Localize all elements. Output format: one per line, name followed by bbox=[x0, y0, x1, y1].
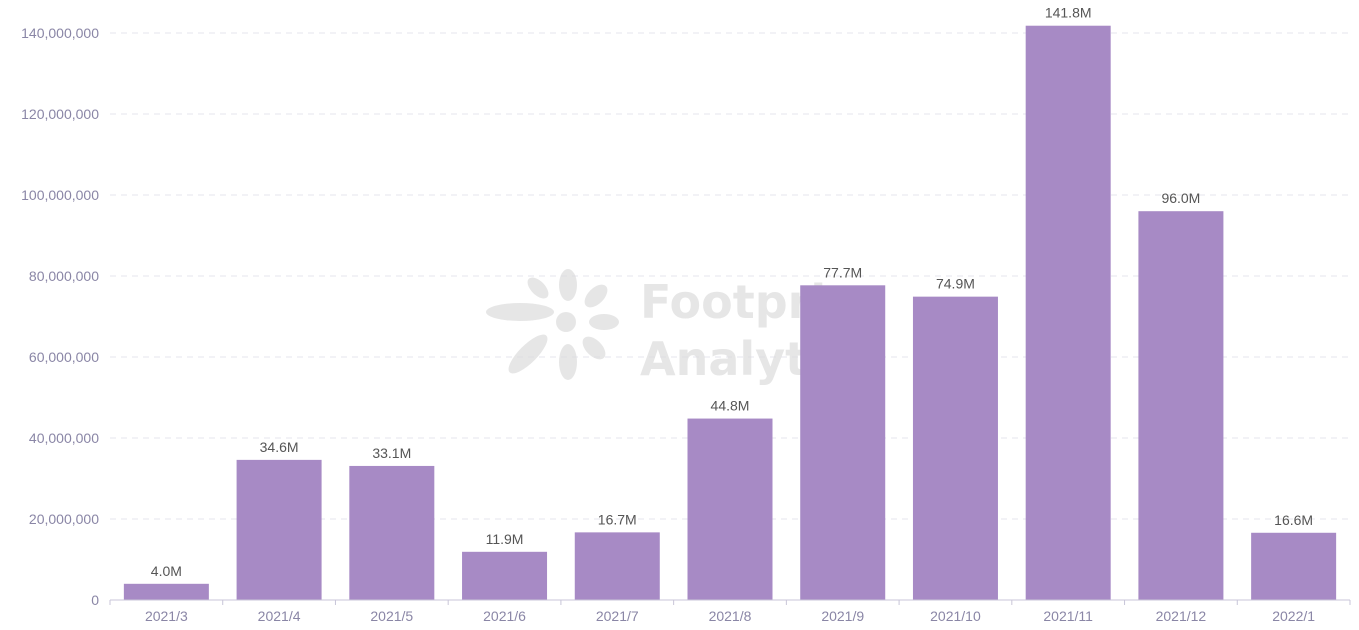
y-tick-label: 40,000,000 bbox=[29, 430, 99, 446]
x-tick-label-2021/9: 2021/9 bbox=[821, 608, 864, 624]
data-label-2021/8: 44.8M bbox=[711, 398, 750, 414]
x-tick-label-2021/6: 2021/6 bbox=[483, 608, 526, 624]
y-tick-label: 60,000,000 bbox=[29, 349, 99, 365]
x-tick-label-2021/8: 2021/8 bbox=[709, 608, 752, 624]
bar-2022/1[interactable] bbox=[1251, 532, 1337, 600]
y-tick-label: 140,000,000 bbox=[21, 25, 99, 41]
y-tick-label: 20,000,000 bbox=[29, 511, 99, 527]
data-label-2021/9: 77.7M bbox=[823, 264, 862, 280]
data-label-2022/1: 16.6M bbox=[1274, 512, 1313, 528]
bar-2021/10[interactable] bbox=[912, 296, 998, 600]
y-tick-label: 120,000,000 bbox=[21, 106, 99, 122]
x-tick-label-2021/5: 2021/5 bbox=[370, 608, 413, 624]
data-label-2021/12: 96.0M bbox=[1161, 190, 1200, 206]
data-label-2021/5: 33.1M bbox=[372, 445, 411, 461]
bar-2021/12[interactable] bbox=[1138, 211, 1224, 600]
bar-2021/3[interactable] bbox=[123, 583, 209, 600]
x-tick-label-2021/3: 2021/3 bbox=[145, 608, 188, 624]
x-tick-label-2021/10: 2021/10 bbox=[930, 608, 981, 624]
bars bbox=[123, 25, 1337, 600]
bar-2021/7[interactable] bbox=[574, 532, 660, 600]
bar-2021/5[interactable] bbox=[349, 465, 435, 600]
x-tick-label-2021/7: 2021/7 bbox=[596, 608, 639, 624]
bar-2021/8[interactable] bbox=[687, 418, 773, 600]
data-labels: 4.0M 34.6M 33.1M 11.9M 16.7M 44.8M 77.7M 74.9M 1… bbox=[151, 5, 1313, 579]
y-tick-label: 0 bbox=[91, 592, 99, 608]
x-axis: 2021/3 2021/4 2021/5 2021/6 2021/7 2021/8 2021… bbox=[109, 600, 1351, 624]
bar-2021/11[interactable] bbox=[1025, 25, 1111, 600]
data-label-2021/10: 74.9M bbox=[936, 276, 975, 292]
y-tick-label: 80,000,000 bbox=[29, 268, 99, 284]
y-tick-label: 100,000,000 bbox=[21, 187, 99, 203]
watermark-flower-logo bbox=[486, 269, 619, 380]
data-label-2021/3: 4.0M bbox=[151, 563, 182, 579]
bar-2021/6[interactable] bbox=[462, 551, 548, 600]
y-axis: 0 20,000,000 40,000,000 60,000,000 80,000,00… bbox=[21, 25, 99, 608]
bar-2021/4[interactable] bbox=[236, 459, 322, 600]
x-tick-label-2021/12: 2021/12 bbox=[1156, 608, 1207, 624]
x-tick-label-2021/4: 2021/4 bbox=[258, 608, 301, 624]
x-tick-label-2021/11: 2021/11 bbox=[1043, 608, 1093, 624]
x-tick-label-2022/1: 2022/1 bbox=[1272, 608, 1315, 624]
bar-2021/9[interactable] bbox=[800, 285, 886, 600]
data-label-2021/11: 141.8M bbox=[1045, 5, 1092, 21]
data-label-2021/7: 16.7M bbox=[598, 511, 637, 527]
data-label-2021/4: 34.6M bbox=[260, 439, 299, 455]
data-label-2021/6: 11.9M bbox=[486, 531, 524, 547]
